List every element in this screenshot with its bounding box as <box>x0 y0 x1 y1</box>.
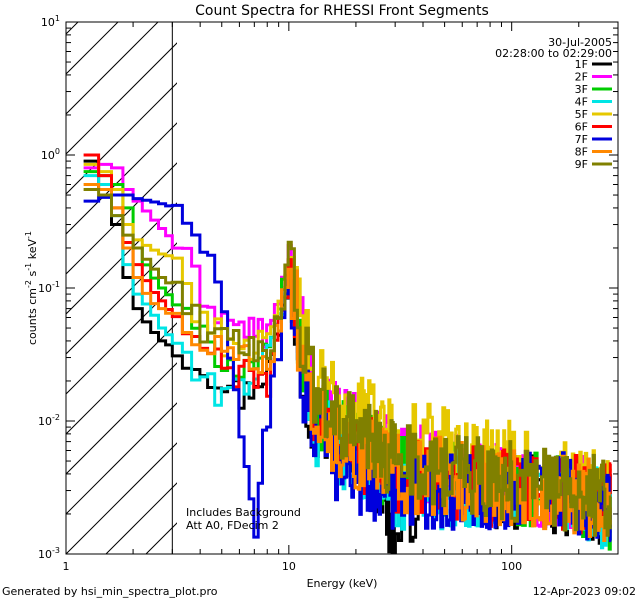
hatch-line <box>66 162 177 275</box>
y-tick-label-base: 10 <box>38 282 52 295</box>
chart-title: Count Spectra for RHESSI Front Segments <box>195 3 489 19</box>
hatch-line <box>66 22 119 75</box>
timestamp-label: 12-Apr-2023 09:02 <box>533 585 636 598</box>
legend-label: 4F <box>575 96 588 109</box>
x-tick-label: 100 <box>501 560 522 573</box>
hatch-line <box>66 42 177 155</box>
y-tick-label-exp: -2 <box>52 413 60 422</box>
legend-label: 2F <box>575 71 588 84</box>
y-tick-label: 10-2 <box>38 413 60 428</box>
hatch-line <box>66 202 177 315</box>
y-tick-label: 100 <box>41 147 60 162</box>
y-tick-label-base: 10 <box>38 415 52 428</box>
generated-by-label: Generated by hsi_min_spectra_plot.pro <box>2 585 218 598</box>
y-tick-label-base: 10 <box>41 16 55 29</box>
hatch-line <box>66 362 177 475</box>
y-tick-label: 101 <box>41 14 60 29</box>
x-axis-label: Energy (keV) <box>307 577 378 590</box>
x-axis: 1 10 100 <box>63 22 619 573</box>
y-tick-label: 10-3 <box>38 546 60 561</box>
y-tick-label-exp: 1 <box>55 14 60 23</box>
y-tick-label-exp: -1 <box>52 280 60 289</box>
y-tick-label-exp: 0 <box>55 147 60 156</box>
legend-label: 8F <box>575 146 588 159</box>
date-label: 30-Jul-2005 <box>548 36 612 49</box>
annotation-attenuator: Att A0, FDecim 2 <box>186 519 279 532</box>
legend-label: 7F <box>575 133 588 146</box>
y-tick-label: 10-1 <box>38 280 60 295</box>
x-tick-label: 10 <box>282 560 296 573</box>
legend-label: 9F <box>575 158 588 171</box>
y-tick-label-base: 10 <box>41 149 55 162</box>
series-line-9F <box>83 188 612 537</box>
hatch-line <box>66 402 177 515</box>
series-group <box>83 153 612 554</box>
hatch-line <box>66 442 177 554</box>
x-tick-label: 1 <box>63 560 70 573</box>
legend-label: 6F <box>575 121 588 134</box>
y-axis-label: counts cm-2 s-1 keV-1 <box>24 231 39 345</box>
legend-label: 3F <box>575 83 588 96</box>
hatch-line <box>66 22 159 115</box>
legend-label: 1F <box>575 58 588 71</box>
legend-label: 5F <box>575 108 588 121</box>
annotation-background: Includes Background <box>186 506 301 519</box>
time-range-label: 02:28:00 to 02:29:00 <box>495 47 612 60</box>
hatch-line <box>0 0 106 554</box>
y-tick-label-exp: -3 <box>52 546 60 555</box>
y-tick-label-base: 10 <box>38 548 52 561</box>
